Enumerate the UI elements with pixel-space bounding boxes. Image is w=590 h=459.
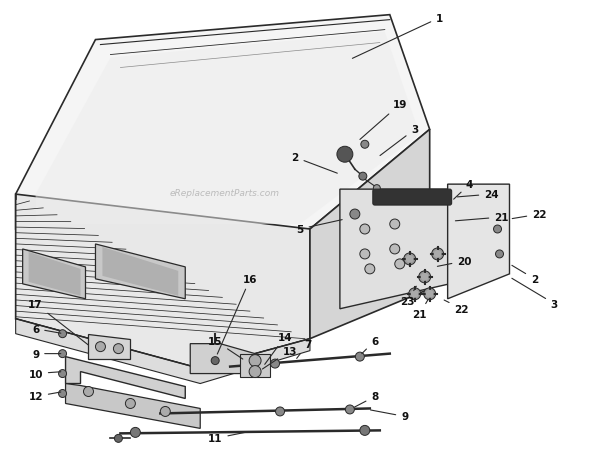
Text: 19: 19: [360, 100, 407, 140]
Circle shape: [496, 251, 503, 258]
Text: 20: 20: [437, 256, 472, 267]
Polygon shape: [29, 252, 80, 296]
Circle shape: [345, 405, 355, 414]
Polygon shape: [103, 247, 178, 296]
Text: 2: 2: [512, 266, 538, 284]
Circle shape: [130, 427, 140, 437]
Circle shape: [404, 253, 416, 265]
Text: 9: 9: [32, 349, 61, 359]
Circle shape: [355, 353, 365, 361]
Circle shape: [114, 434, 122, 442]
Polygon shape: [310, 130, 430, 339]
Circle shape: [390, 245, 400, 254]
Circle shape: [424, 288, 435, 300]
Text: 8: 8: [355, 392, 378, 407]
Text: 3: 3: [380, 125, 418, 156]
Circle shape: [390, 219, 400, 230]
Text: 21: 21: [412, 300, 428, 319]
Circle shape: [58, 370, 67, 378]
Text: 14: 14: [265, 332, 292, 364]
Circle shape: [365, 264, 375, 274]
Polygon shape: [88, 334, 130, 359]
Circle shape: [409, 288, 421, 300]
Circle shape: [271, 359, 280, 368]
Text: 16: 16: [217, 274, 257, 354]
Text: 17: 17: [28, 299, 88, 345]
Circle shape: [249, 355, 261, 367]
Text: 15: 15: [208, 336, 243, 359]
Circle shape: [361, 141, 369, 149]
Text: 11: 11: [208, 432, 247, 443]
Text: 12: 12: [28, 392, 61, 402]
Circle shape: [126, 398, 135, 409]
Circle shape: [350, 210, 360, 219]
Polygon shape: [16, 195, 310, 369]
Circle shape: [411, 290, 419, 298]
Text: 24: 24: [457, 190, 499, 200]
Circle shape: [58, 390, 67, 397]
FancyBboxPatch shape: [373, 190, 451, 206]
Text: 21: 21: [455, 213, 509, 223]
Circle shape: [406, 255, 414, 263]
Text: 13: 13: [263, 346, 297, 369]
Polygon shape: [65, 384, 200, 428]
Polygon shape: [448, 185, 510, 299]
Text: 2: 2: [291, 153, 337, 174]
Text: 7: 7: [297, 339, 312, 358]
Circle shape: [360, 224, 370, 235]
Circle shape: [58, 350, 67, 358]
Text: 5: 5: [296, 220, 342, 235]
Polygon shape: [35, 33, 419, 224]
Polygon shape: [16, 16, 430, 229]
Circle shape: [113, 344, 123, 354]
Polygon shape: [190, 344, 255, 374]
Circle shape: [432, 248, 444, 260]
Text: 9: 9: [371, 410, 408, 421]
Circle shape: [160, 407, 171, 416]
Circle shape: [434, 251, 442, 258]
Circle shape: [276, 407, 284, 416]
Text: 22: 22: [444, 300, 469, 314]
Circle shape: [58, 330, 67, 338]
Polygon shape: [16, 319, 310, 384]
Polygon shape: [240, 354, 270, 377]
Circle shape: [360, 249, 370, 259]
Circle shape: [421, 273, 429, 281]
Polygon shape: [22, 249, 86, 299]
Text: 1: 1: [352, 14, 443, 59]
Circle shape: [419, 271, 431, 283]
Circle shape: [249, 366, 261, 378]
Polygon shape: [65, 357, 185, 398]
Circle shape: [395, 259, 405, 269]
Text: eReplacementParts.com: eReplacementParts.com: [169, 188, 280, 197]
Text: 22: 22: [512, 210, 547, 219]
Polygon shape: [96, 245, 185, 299]
Text: 10: 10: [28, 369, 61, 379]
Circle shape: [359, 173, 367, 181]
Circle shape: [373, 185, 381, 192]
Circle shape: [426, 290, 434, 298]
Circle shape: [360, 425, 370, 436]
Circle shape: [84, 386, 93, 397]
Text: 23: 23: [401, 286, 417, 306]
Text: 3: 3: [512, 279, 558, 309]
Text: 4: 4: [454, 180, 473, 200]
Text: 6: 6: [362, 336, 378, 354]
Polygon shape: [340, 190, 450, 309]
Circle shape: [337, 147, 353, 163]
Circle shape: [211, 357, 219, 365]
Text: 6: 6: [32, 324, 61, 334]
Circle shape: [493, 225, 501, 234]
Circle shape: [96, 342, 106, 352]
